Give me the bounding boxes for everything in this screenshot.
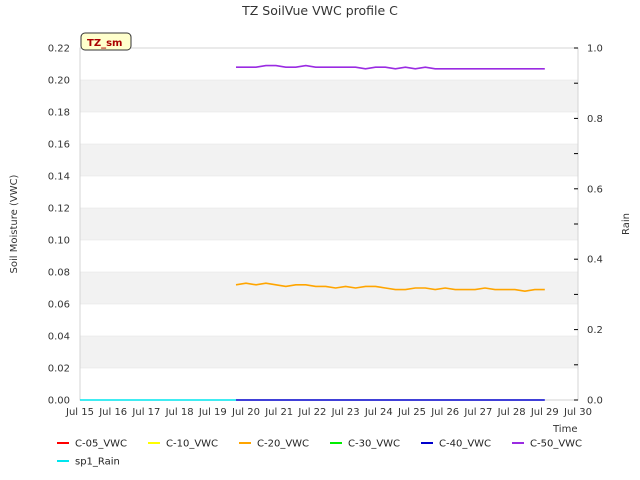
station-badge-box [80, 32, 132, 51]
x-tick-label: Jul 22 [297, 407, 326, 418]
y-tick-label: 0.22 [48, 44, 70, 55]
legend-label: C-40_VWC [439, 439, 491, 450]
x-axis-ticks: Jul 15 Jul 16 Jul 17 Jul 18 Jul 19 Jul 20 Jul … [65, 407, 592, 418]
y-tick-label: 0.04 [48, 332, 70, 343]
y-tick-label: 0.00 [48, 396, 70, 407]
legend-label: sp1_Rain [75, 457, 120, 468]
y2-axis-label: Rain [621, 213, 632, 235]
x-tick-label: Jul 21 [264, 407, 293, 418]
y-tick-label: 0.16 [48, 140, 70, 151]
legend-item-c-05-vwc: C-05_VWC [57, 439, 127, 450]
legend-item-c-40-vwc: C-40_VWC [421, 439, 491, 450]
grid-band [80, 144, 578, 176]
y2-tick-label: 1.0 [587, 44, 603, 55]
x-tick-label: Jul 15 [65, 407, 94, 418]
legend-label: C-20_VWC [257, 439, 309, 450]
x-tick-label: Jul 30 [563, 407, 592, 418]
y2-tick-label: 0.6 [587, 184, 603, 195]
y-axis-ticks: 0.00 0.02 0.04 0.06 0.08 0.10 0.12 0.14 0.16 0.18… [48, 44, 70, 407]
y-axis-label: Soil Moisture (VWC) [9, 174, 20, 273]
x-axis-label: Time [552, 424, 577, 435]
x-tick-label: Jul 19 [198, 407, 227, 418]
x-tick-label: Jul 18 [165, 407, 194, 418]
chart-title: TZ SoilVue VWC profile C [241, 3, 398, 18]
grid-bands [80, 79, 578, 401]
series-line-c-50-vwc [236, 64, 545, 70]
x-tick-label: Jul 23 [331, 407, 360, 418]
x-tick-label: Jul 29 [530, 407, 559, 418]
legend-item-c-10-vwc: C-10_VWC [148, 439, 218, 450]
legend: C-05_VWC C-10_VWC C-20_VWC C-30_VWC C-40_VWC… [57, 439, 582, 468]
x-tick-label: Jul 25 [397, 407, 426, 418]
legend-label: C-30_VWC [348, 439, 400, 450]
y-tick-label: 0.12 [48, 204, 70, 215]
x-tick-label: Jul 28 [497, 407, 526, 418]
series-layer [80, 64, 545, 401]
x-tick-label: Jul 16 [98, 407, 127, 418]
series-line-c-20-vwc [235, 282, 545, 293]
y-tick-label: 0.14 [48, 172, 70, 183]
y2-tick-label: 0.2 [587, 325, 603, 336]
legend-label: C-10_VWC [166, 439, 218, 450]
y2-tick-label: 0.0 [587, 396, 603, 407]
y-tick-label: 0.18 [48, 108, 70, 119]
y-tick-label: 0.06 [48, 300, 70, 311]
y2-tick-label: 0.4 [587, 255, 603, 266]
y-tick-label: 0.08 [48, 268, 70, 279]
x-tick-label: Jul 17 [131, 407, 160, 418]
legend-label: C-50_VWC [530, 439, 582, 450]
y-tick-label: 0.02 [48, 364, 70, 375]
grid-band [80, 336, 578, 368]
y-tick-label: 0.10 [48, 236, 70, 247]
y2-axis-ticks: 0.0 0.2 0.4 0.6 0.8 1.0 [574, 44, 603, 407]
legend-item-c-30-vwc: C-30_VWC [330, 439, 400, 450]
grid-band [80, 208, 578, 240]
y-tick-label: 0.20 [48, 76, 70, 87]
legend-item-sp1-rain: sp1_Rain [57, 457, 120, 468]
legend-label: C-05_VWC [75, 439, 127, 450]
station-badge: TZ_sm [80, 32, 132, 51]
grid-band [80, 80, 578, 112]
x-tick-label: Jul 27 [463, 407, 492, 418]
y2-tick-label: 0.8 [587, 114, 603, 125]
x-tick-label: Jul 24 [364, 407, 393, 418]
x-tick-label: Jul 20 [231, 407, 260, 418]
grid-band [80, 272, 578, 304]
legend-item-c-50-vwc: C-50_VWC [512, 439, 582, 450]
legend-item-c-20-vwc: C-20_VWC [239, 439, 309, 450]
station-badge-label: TZ_sm [87, 38, 122, 49]
x-tick-label: Jul 26 [430, 407, 459, 418]
